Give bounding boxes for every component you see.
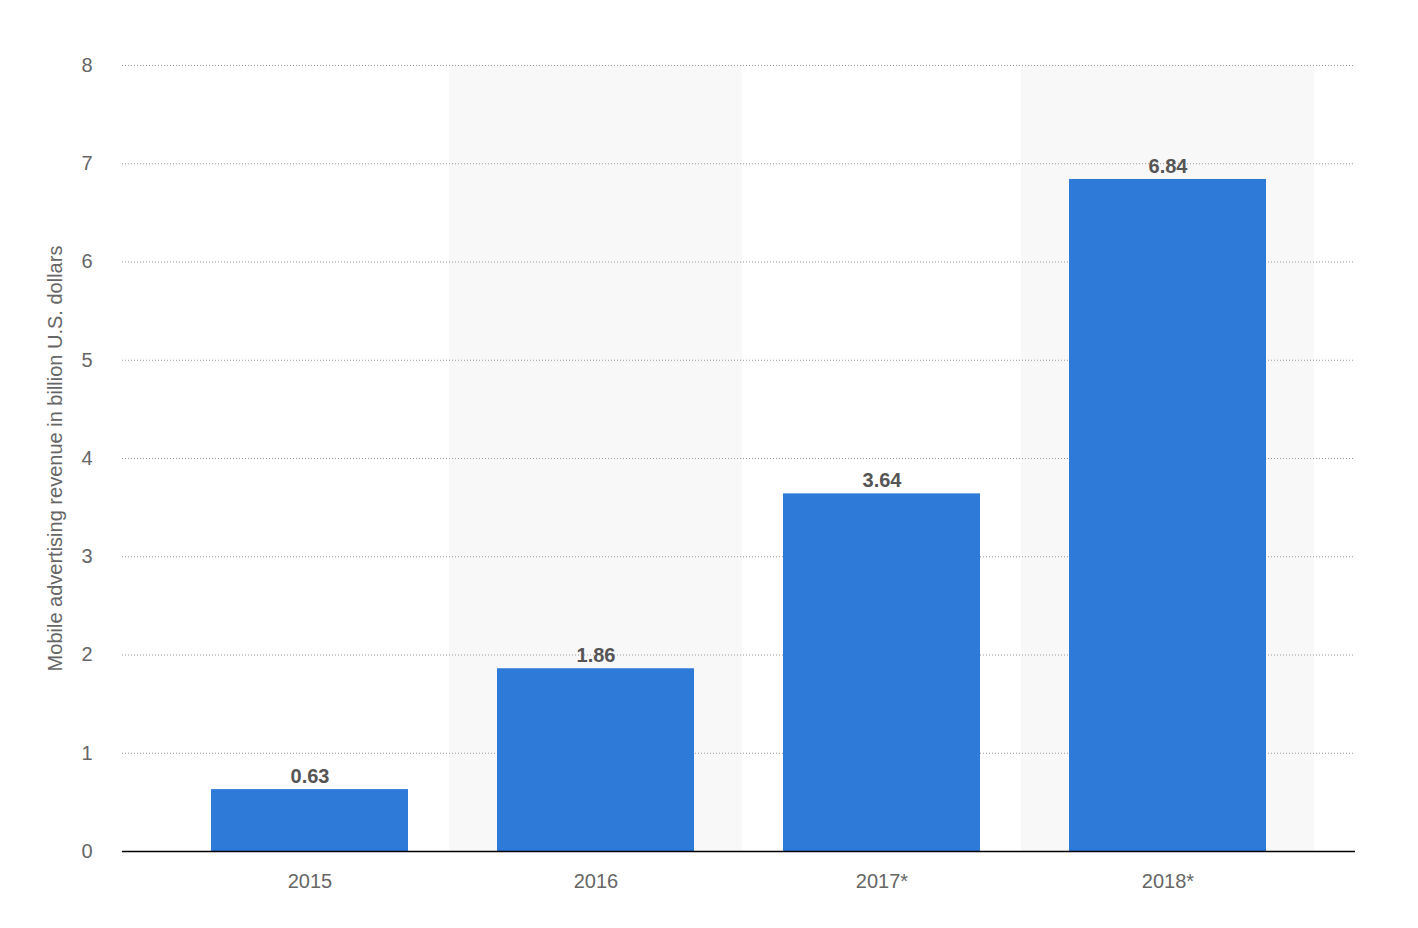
svg-text:3.64: 3.64 [863, 469, 903, 491]
svg-text:Mobile advertising revenue in: Mobile advertising revenue in billion U.… [44, 246, 66, 672]
svg-text:2: 2 [81, 643, 92, 665]
svg-text:4: 4 [81, 447, 92, 469]
svg-text:6.84: 6.84 [1149, 155, 1189, 177]
svg-text:7: 7 [81, 152, 92, 174]
svg-text:0: 0 [81, 840, 92, 862]
svg-text:2015: 2015 [288, 870, 333, 892]
svg-text:2016: 2016 [574, 870, 619, 892]
svg-text:6: 6 [81, 250, 92, 272]
svg-text:2018*: 2018* [1142, 870, 1194, 892]
svg-text:8: 8 [81, 54, 92, 76]
svg-text:5: 5 [81, 349, 92, 371]
svg-text:1.86: 1.86 [577, 644, 616, 666]
svg-text:2017*: 2017* [856, 870, 908, 892]
svg-text:1: 1 [81, 742, 92, 764]
svg-text:0.63: 0.63 [291, 765, 330, 787]
svg-text:3: 3 [81, 545, 92, 567]
